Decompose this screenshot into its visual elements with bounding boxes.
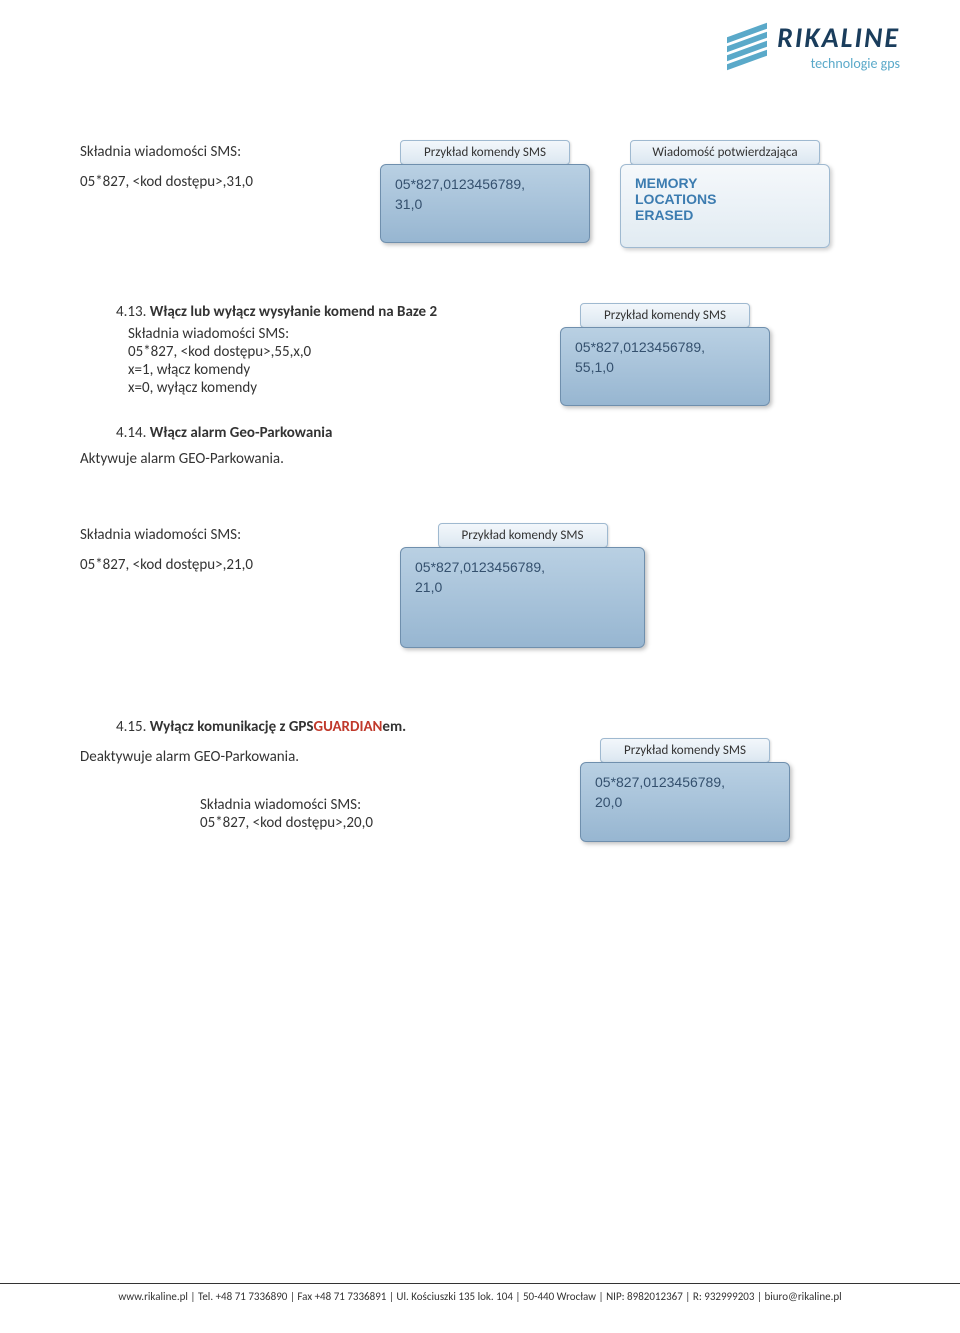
- syntax-code: 05*827, <kod dostępu>,20,0: [200, 814, 540, 832]
- section-heading-413: 4.13. Włącz lub wyłącz wysyłanie komend …: [116, 303, 540, 321]
- example-label: Przykład komendy SMS: [400, 140, 570, 165]
- example-label: Przykład komendy SMS: [580, 303, 750, 328]
- footer-contact: www.rikaline.pl | Tel. +48 71 7336890 | …: [0, 1283, 960, 1303]
- confirm-label: Wiadomość potwierdzająca: [630, 140, 820, 165]
- example-label: Przykład komendy SMS: [600, 738, 770, 763]
- syntax-label: Składnia wiadomości SMS:: [80, 523, 380, 547]
- option-1: x=1, włącz komendy: [128, 361, 540, 379]
- section-desc: Deaktywuje alarm GEO-Parkowania.: [80, 748, 540, 766]
- syntax-label: Składnia wiadomości SMS:: [128, 325, 540, 343]
- logo-stripes-icon: [727, 22, 767, 70]
- logo-subtitle: technologie gps: [777, 55, 900, 72]
- example-box: 05*827,0123456789, 20,0: [580, 762, 790, 841]
- logo-text: RIKALINE technologie gps: [777, 20, 900, 72]
- example-box: 05*827,0123456789, 31,0: [380, 164, 590, 243]
- syntax-label: Składnia wiadomości SMS:: [200, 796, 540, 814]
- section-31: Składnia wiadomości SMS: 05*827, <kod do…: [80, 140, 900, 248]
- syntax-label: Składnia wiadomości SMS:: [80, 140, 380, 164]
- confirm-box: MEMORY LOCATIONS ERASED: [620, 164, 830, 248]
- logo-brand: RIKALINE: [777, 20, 900, 55]
- syntax-code: 05*827, <kod dostępu>,21,0: [80, 553, 380, 577]
- example-box: 05*827,0123456789, 55,1,0: [560, 327, 770, 406]
- section-heading-415: 4.15. Wyłącz komunikację z GPSGUARDIANem…: [116, 718, 540, 736]
- syntax-code: 05*827, <kod dostępu>,55,x,0: [128, 343, 540, 361]
- brand-logo: RIKALINE technologie gps: [727, 20, 900, 72]
- example-label: Przykład komendy SMS: [438, 523, 608, 548]
- section-heading-414: 4.14. Włącz alarm Geo-Parkowania: [116, 424, 900, 442]
- example-box: 05*827,0123456789, 21,0: [400, 547, 645, 648]
- syntax-code: 05*827, <kod dostępu>,31,0: [80, 170, 380, 194]
- section-desc: Aktywuje alarm GEO-Parkowania.: [80, 450, 900, 468]
- option-2: x=0, wyłącz komendy: [128, 379, 540, 397]
